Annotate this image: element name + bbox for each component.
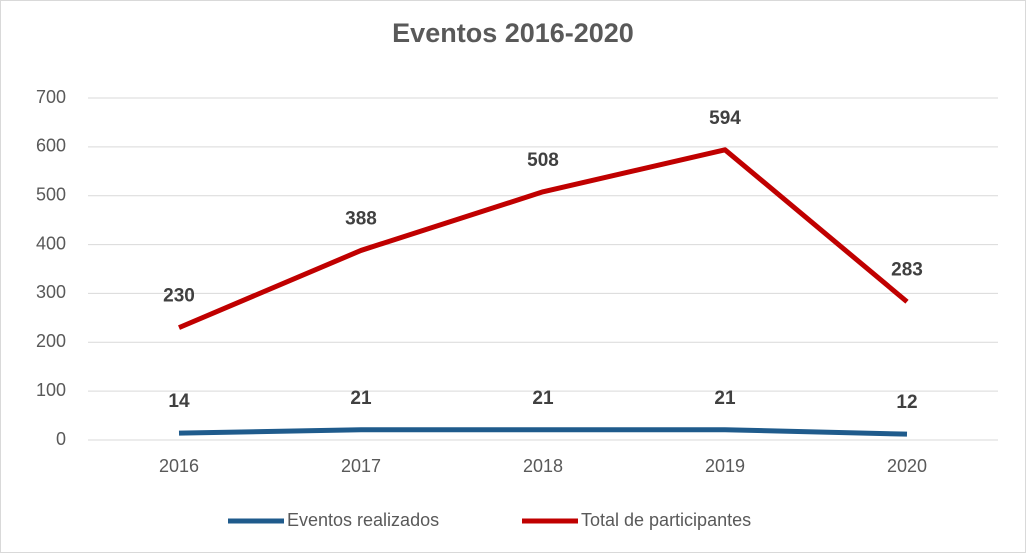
data-label: 388 [345,208,377,229]
y-tick-label: 500 [36,184,66,204]
data-label: 12 [896,392,917,413]
data-label: 508 [527,150,559,171]
y-tick-label: 400 [36,233,66,253]
x-tick-label: 2020 [887,456,927,476]
series-line [178,147,909,330]
data-label: 21 [350,388,372,409]
x-tick-label: 2017 [341,456,381,476]
y-tick-label: 200 [36,331,66,351]
y-tick-label: 0 [56,429,66,449]
data-label: 21 [714,388,736,409]
y-tick-label: 100 [36,380,66,400]
x-tick-label: 2016 [159,456,199,476]
data-label: 594 [709,108,741,129]
legend-label: Eventos realizados [287,510,439,530]
y-tick-label: 700 [36,87,66,107]
chart-title: Eventos 2016-2020 [392,18,634,48]
data-label: 230 [163,286,195,307]
y-tick-label: 600 [36,136,66,156]
x-tick-label: 2018 [523,456,563,476]
series-line [178,427,908,437]
y-tick-label: 300 [36,282,66,302]
data-label: 14 [168,391,190,412]
legend-label: Total de participantes [581,510,751,530]
data-label: 283 [891,260,923,281]
x-tick-label: 2019 [705,456,745,476]
data-label: 21 [532,388,554,409]
